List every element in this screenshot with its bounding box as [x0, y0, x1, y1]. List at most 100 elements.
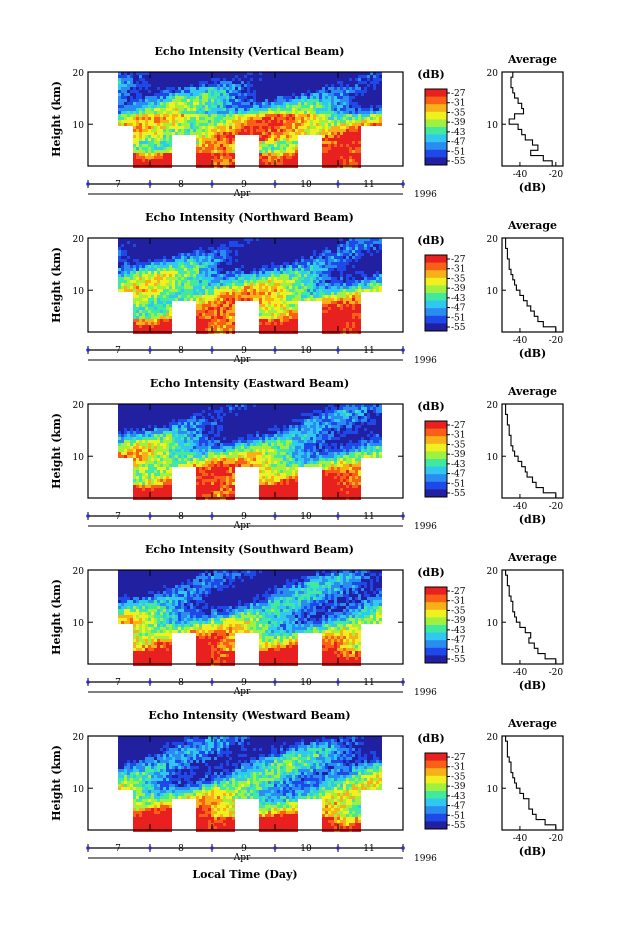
heatmap-cell	[133, 283, 136, 286]
heatmap-cell	[178, 274, 181, 277]
heatmap-cell	[349, 153, 352, 156]
heatmap-cell	[358, 298, 361, 301]
heatmap-cell	[343, 153, 346, 156]
heatmap-cell	[169, 289, 172, 292]
heatmap-cell	[307, 238, 310, 241]
heatmap-cell	[361, 286, 364, 289]
heatmap-cell	[151, 126, 154, 129]
heatmap-cell	[373, 277, 376, 280]
heatmap-cell	[118, 105, 121, 108]
heatmap-cell	[322, 150, 325, 153]
heatmap-cell	[253, 105, 256, 108]
heatmap-cell	[331, 262, 334, 265]
heatmap-cell	[163, 271, 166, 274]
heatmap-cell	[118, 449, 121, 452]
heatmap-cell	[172, 99, 175, 102]
heatmap-cell	[262, 286, 265, 289]
heatmap-cell	[376, 102, 379, 105]
heatmap-cell	[271, 93, 274, 96]
heatmap-cell	[142, 132, 145, 135]
heatmap-cell	[181, 283, 184, 286]
heatmap-cell	[256, 283, 259, 286]
heatmap-cell	[229, 313, 232, 316]
heatmap-cell	[244, 81, 247, 84]
heatmap-cell	[298, 241, 301, 244]
heatmap-cell	[304, 108, 307, 111]
heatmap-cell	[373, 114, 376, 117]
heatmap-cell	[118, 410, 121, 413]
heatmap-cell	[223, 304, 226, 307]
heatmap-cell	[166, 72, 169, 75]
heatmap-cell	[340, 120, 343, 123]
heatmap-cell	[346, 316, 349, 319]
heatmap-cell	[181, 286, 184, 289]
heatmap-cell	[217, 277, 220, 280]
heatmap-cell	[331, 87, 334, 90]
heatmap-cell	[148, 117, 151, 120]
heatmap-cell	[349, 123, 352, 126]
heatmap-cell	[136, 138, 139, 141]
heatmap-cell	[364, 78, 367, 81]
heatmap-cell	[133, 90, 136, 93]
heatmap-cell	[328, 102, 331, 105]
heatmap-cell	[349, 316, 352, 319]
heatmap-cell	[265, 156, 268, 159]
heatmap-cell	[370, 105, 373, 108]
heatmap-cell	[283, 319, 286, 322]
heatmap-cell	[184, 72, 187, 75]
heatmap-cell	[349, 84, 352, 87]
heatmap-cell	[217, 99, 220, 102]
heatmap-cell	[346, 87, 349, 90]
heatmap-cell	[373, 81, 376, 84]
heatmap-cell	[319, 286, 322, 289]
heatmap-cell	[286, 147, 289, 150]
heatmap-cell	[313, 123, 316, 126]
heatmap-cell	[139, 313, 142, 316]
heatmap-cell	[226, 105, 229, 108]
heatmap-cell	[163, 289, 166, 292]
heatmap-cell	[295, 141, 298, 144]
heatmap-cell	[334, 75, 337, 78]
heatmap-cell	[202, 319, 205, 322]
heatmap-cell	[229, 256, 232, 259]
heatmap-cell	[253, 259, 256, 262]
heatmap-cell	[322, 96, 325, 99]
heatmap-cell	[355, 81, 358, 84]
heatmap-cell	[229, 144, 232, 147]
heatmap-cell	[343, 144, 346, 147]
heatmap-cell	[127, 111, 130, 114]
heatmap-cell	[214, 289, 217, 292]
heatmap-cell	[241, 117, 244, 120]
heatmap-cell	[304, 265, 307, 268]
heatmap-cell	[361, 87, 364, 90]
heatmap-cell	[334, 310, 337, 313]
heatmap-cell	[196, 117, 199, 120]
heatmap-cell	[313, 250, 316, 253]
heatmap-cell	[121, 413, 124, 416]
heatmap-cell	[343, 316, 346, 319]
heatmap-cell	[142, 153, 145, 156]
heatmap-cell	[121, 241, 124, 244]
heatmap-cell	[118, 96, 121, 99]
heatmap-cell	[277, 150, 280, 153]
heatmap-cell	[163, 310, 166, 313]
heatmap-cell	[271, 129, 274, 132]
heatmap-cell	[124, 280, 127, 283]
heatmap-cell	[214, 244, 217, 247]
heatmap-cell	[265, 238, 268, 241]
heatmap-cell	[220, 132, 223, 135]
heatmap-cell	[304, 105, 307, 108]
heatmap-cell	[274, 99, 277, 102]
average-y-tick-label: 10	[487, 121, 499, 131]
heatmap-cell	[124, 410, 127, 413]
heatmap-cell	[310, 99, 313, 102]
heatmap-cell	[226, 259, 229, 262]
heatmap-cell	[184, 96, 187, 99]
heatmap-cell	[166, 304, 169, 307]
heatmap-cell	[328, 84, 331, 87]
heatmap-cell	[358, 325, 361, 328]
heatmap-cell	[376, 238, 379, 241]
heatmap-cell	[187, 238, 190, 241]
heatmap-cell	[187, 295, 190, 298]
